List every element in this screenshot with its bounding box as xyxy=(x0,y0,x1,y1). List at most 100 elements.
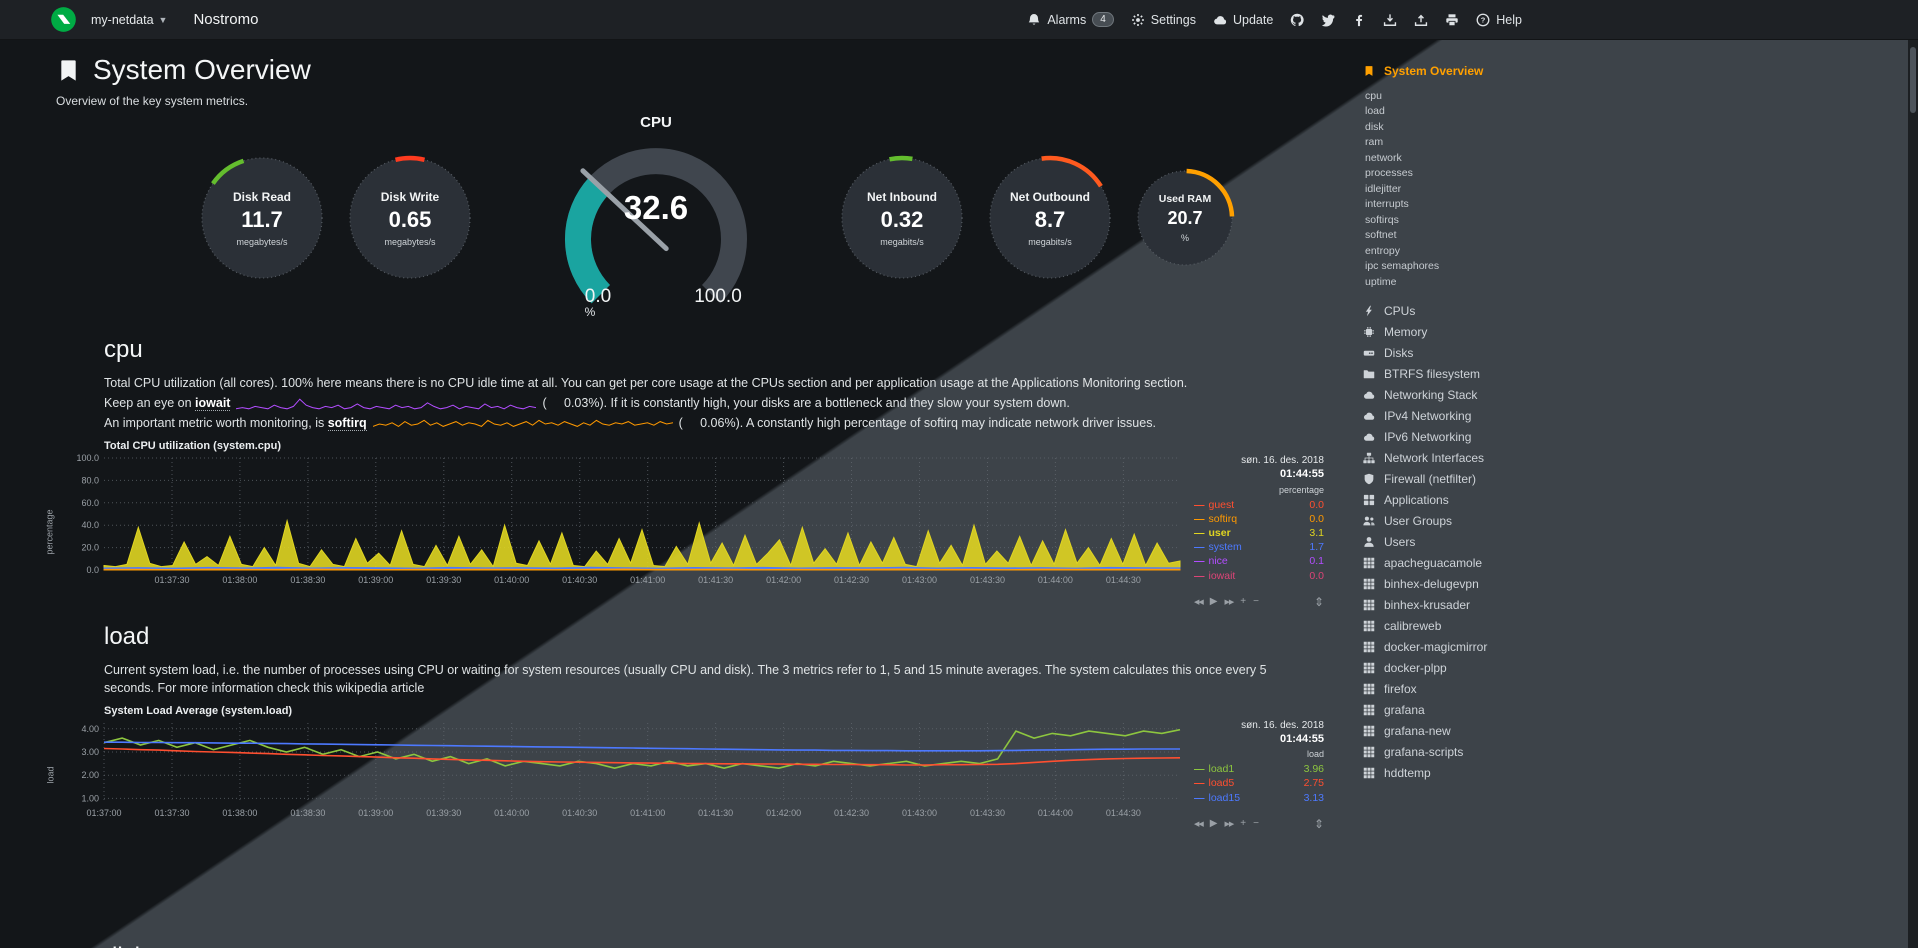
sidebar-item-load[interactable]: load xyxy=(1362,104,1546,120)
gauge-used-ram[interactable]: Used RAM 20.7 % xyxy=(1132,165,1238,271)
gauge-net-inbound[interactable]: Net Inbound 0.32 megabits/s xyxy=(836,152,968,284)
nav-twitter[interactable] xyxy=(1321,13,1335,27)
sidebar-item-interrupts[interactable]: interrupts xyxy=(1362,197,1546,213)
cpu-chart-plot[interactable]: 100.0 80.0 60.0 40.0 20.0 0.0 01:37:30 01:38:00… xyxy=(58,454,1186,608)
nav-update[interactable]: Update xyxy=(1213,13,1273,27)
section-heading-disk: disk xyxy=(104,943,1356,948)
sidebar-item-apacheguacamole[interactable]: apacheguacamole xyxy=(1362,553,1546,574)
nav-print[interactable] xyxy=(1445,13,1459,27)
sidebar-item-uptime[interactable]: uptime xyxy=(1362,274,1546,290)
sidebar-item-label: softnet xyxy=(1365,229,1397,242)
nav-help[interactable]: ? Help xyxy=(1476,13,1522,27)
legend-item-iowait[interactable]: — iowait 0.0 xyxy=(1194,569,1324,582)
nav-alarms-label: Alarms xyxy=(1047,12,1087,27)
pan-backward-button[interactable]: ◀◀ xyxy=(1194,820,1204,828)
sidebar-item-firefox[interactable]: firefox xyxy=(1362,679,1546,700)
legend-item-nice[interactable]: — nice 0.1 xyxy=(1194,555,1324,568)
sidebar-item-docker-plpp[interactable]: docker-plpp xyxy=(1362,658,1546,679)
sidebar-item-docker-magicmirror[interactable]: docker-magicmirror xyxy=(1362,637,1546,658)
sidebar-item-grafana[interactable]: grafana xyxy=(1362,700,1546,721)
pan-forward-button[interactable]: ▶▶ xyxy=(1224,598,1234,606)
download-icon xyxy=(1383,13,1397,27)
page-subtitle: Overview of the key system metrics. xyxy=(56,94,249,108)
zoom-in-button[interactable]: + xyxy=(1240,818,1247,830)
sidebar-item-network[interactable]: network xyxy=(1362,150,1546,166)
bookmark-icon xyxy=(1362,65,1376,77)
gauge-net-outbound-value: 8.7 xyxy=(1034,206,1066,232)
sidebar-item-disk[interactable]: disk xyxy=(1362,119,1546,135)
sidebar-item-softirqs[interactable]: softirqs xyxy=(1362,212,1546,228)
zoom-out-button[interactable]: − xyxy=(1253,818,1259,830)
nav-github[interactable] xyxy=(1290,13,1304,27)
gauge-disk-write[interactable]: Disk Write 0.65 megabytes/s xyxy=(344,152,476,284)
vertical-scrollbar[interactable] xyxy=(1908,40,1918,948)
legend-item-user[interactable]: — user 3.1 xyxy=(1194,527,1324,540)
sidebar-item-networking-stack[interactable]: Networking Stack xyxy=(1362,385,1546,406)
legend-units: percentage xyxy=(1278,484,1324,495)
sidebar-item-ram[interactable]: ram xyxy=(1362,135,1546,151)
zoom-in-button[interactable]: + xyxy=(1240,596,1247,608)
legend-item-guest[interactable]: — guest 0.0 xyxy=(1194,498,1324,511)
play-button[interactable]: ▶ xyxy=(1209,818,1218,830)
scrollbar-thumb[interactable] xyxy=(1910,47,1916,113)
sidebar-item-ipc-semaphores[interactable]: ipc semaphores xyxy=(1362,259,1546,275)
softirq-sparkline[interactable] xyxy=(372,417,673,431)
iowait-sparkline[interactable] xyxy=(236,397,537,411)
nav-import[interactable] xyxy=(1414,13,1428,27)
nav-settings[interactable]: Settings xyxy=(1131,13,1196,27)
resize-handle[interactable]: ⇕ xyxy=(1313,594,1324,609)
cpu-chart-ylabel: percentage xyxy=(45,509,56,555)
sidebar-item-disks[interactable]: Disks xyxy=(1362,343,1546,364)
sidebar-item-grafana-scripts[interactable]: grafana-scripts xyxy=(1362,742,1546,763)
svg-text:40.0: 40.0 xyxy=(81,521,99,531)
nav-facebook[interactable] xyxy=(1352,13,1366,27)
load-chart-plot[interactable]: 4.00 3.00 2.00 1.00 01:37:00 01:37:30 01:38:00… xyxy=(58,719,1186,831)
zoom-out-button[interactable]: − xyxy=(1253,596,1259,608)
sidebar-item-grafana-new[interactable]: grafana-new xyxy=(1362,721,1546,742)
iowait-term[interactable]: iowait xyxy=(195,396,231,412)
sidebar-item-users[interactable]: Users xyxy=(1362,532,1546,553)
legend-item-load1[interactable]: — load1 3.96 xyxy=(1194,763,1324,776)
sidebar-item-firewall-netfilter[interactable]: Firewall (netfilter) xyxy=(1362,469,1546,490)
gauge-net-outbound[interactable]: Net Outbound 8.7 megabits/s xyxy=(984,152,1116,284)
resize-handle[interactable]: ⇕ xyxy=(1313,816,1324,831)
hostname[interactable]: Nostromo xyxy=(193,11,259,28)
sidebar-item-system-overview[interactable]: System Overview xyxy=(1362,60,1546,81)
gauge-disk-read[interactable]: Disk Read 11.7 megabytes/s xyxy=(196,152,328,284)
legend-item-system[interactable]: — system 1.7 xyxy=(1194,541,1324,554)
sidebar-item-label: hddtemp xyxy=(1384,766,1431,780)
legend-item-load15[interactable]: — load15 3.13 xyxy=(1194,791,1324,804)
sidebar-item-processes[interactable]: processes xyxy=(1362,166,1546,182)
sidebar-item-user-groups[interactable]: User Groups xyxy=(1362,511,1546,532)
softirq-term[interactable]: softirq xyxy=(327,416,367,432)
sidebar-item-hddtemp[interactable]: hddtemp xyxy=(1362,763,1546,784)
legend-item-load5[interactable]: — load5 2.75 xyxy=(1194,777,1324,790)
sidebar-item-idlejitter[interactable]: idlejitter xyxy=(1362,181,1546,197)
netdata-logo[interactable] xyxy=(50,6,77,33)
legend-item-softirq[interactable]: — softirq 0.0 xyxy=(1194,512,1324,525)
th-icon xyxy=(1362,599,1376,611)
sidebar-item-cpu[interactable]: cpu xyxy=(1362,88,1546,104)
sidebar-item-applications[interactable]: Applications xyxy=(1362,490,1546,511)
sidebar-item-btrfs-filesystem[interactable]: BTRFS filesystem xyxy=(1362,364,1546,385)
my-netdata-menu[interactable]: my-netdata ▼ xyxy=(91,12,168,27)
sidebar-item-softnet[interactable]: softnet xyxy=(1362,228,1546,244)
sidebar-item-ipv4-networking[interactable]: IPv4 Networking xyxy=(1362,406,1546,427)
sidebar-item-calibreweb[interactable]: calibreweb xyxy=(1362,616,1546,637)
gauge-cpu[interactable]: CPU 32.6 0.0 100.0 % xyxy=(506,114,806,322)
sidebar-item-cpus[interactable]: CPUs xyxy=(1362,301,1546,322)
th-icon xyxy=(1362,746,1376,758)
bell-icon xyxy=(1027,13,1041,27)
sidebar-item-binhex-krusader[interactable]: binhex-krusader xyxy=(1362,595,1546,616)
sidebar-item-binhex-delugevpn[interactable]: binhex-delugevpn xyxy=(1362,574,1546,595)
pan-forward-button[interactable]: ▶▶ xyxy=(1224,820,1234,828)
nav-alarms[interactable]: Alarms 4 xyxy=(1027,12,1114,27)
sidebar-item-network-interfaces[interactable]: Network Interfaces xyxy=(1362,448,1546,469)
pan-backward-button[interactable]: ◀◀ xyxy=(1194,598,1204,606)
sidebar-item-ipv6-networking[interactable]: IPv6 Networking xyxy=(1362,427,1546,448)
nav-export[interactable] xyxy=(1383,13,1397,27)
play-button[interactable]: ▶ xyxy=(1209,596,1218,608)
sidebar-item-memory[interactable]: Memory xyxy=(1362,322,1546,343)
sidebar-item-entropy[interactable]: entropy xyxy=(1362,243,1546,259)
svg-text:01:42:30: 01:42:30 xyxy=(834,575,869,585)
